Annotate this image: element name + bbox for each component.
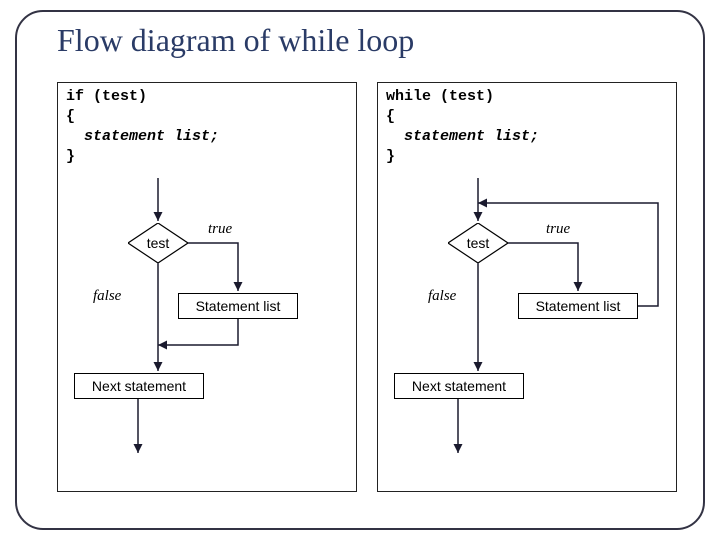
code-line: statement list; [66, 128, 219, 145]
panel-if: if (test) { statement list; } test true … [57, 82, 357, 492]
code-line: } [386, 148, 395, 165]
panel-while: while (test) { statement list; } test tr… [377, 82, 677, 492]
decision-label: test [128, 223, 188, 263]
code-line: statement list; [386, 128, 539, 145]
false-label: false [93, 288, 121, 305]
code-if: if (test) { statement list; } [66, 87, 219, 167]
true-label: true [546, 221, 570, 238]
slide-frame: Flow diagram of while loop if (test) { s… [15, 10, 705, 530]
stmt-list-box: Statement list [178, 293, 298, 319]
page-title: Flow diagram of while loop [57, 22, 414, 59]
code-line: if (test) [66, 88, 147, 105]
code-line: } [66, 148, 75, 165]
code-line: while (test) [386, 88, 494, 105]
code-line: { [386, 108, 395, 125]
false-label: false [428, 288, 456, 305]
decision-label: test [448, 223, 508, 263]
code-line: { [66, 108, 75, 125]
true-label: true [208, 221, 232, 238]
decision-test-while: test [448, 223, 508, 263]
next-stmt-box: Next statement [74, 373, 204, 399]
decision-test-if: test [128, 223, 188, 263]
next-stmt-box: Next statement [394, 373, 524, 399]
stmt-list-box: Statement list [518, 293, 638, 319]
code-while: while (test) { statement list; } [386, 87, 539, 167]
